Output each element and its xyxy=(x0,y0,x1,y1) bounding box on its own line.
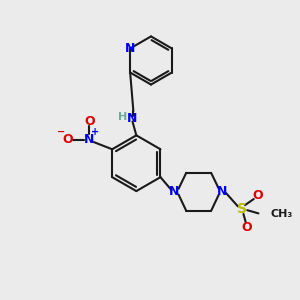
Text: N: N xyxy=(125,42,135,55)
Text: CH₃: CH₃ xyxy=(270,209,292,219)
Text: N: N xyxy=(217,185,227,198)
Text: N: N xyxy=(84,133,94,146)
Text: O: O xyxy=(62,133,73,146)
Text: O: O xyxy=(241,221,252,234)
Text: O: O xyxy=(252,189,262,202)
Text: O: O xyxy=(84,115,95,128)
Text: S: S xyxy=(237,202,247,216)
Text: −: − xyxy=(57,127,65,136)
Text: N: N xyxy=(169,185,180,198)
Text: H: H xyxy=(118,112,127,122)
Text: +: + xyxy=(91,127,99,136)
Text: N: N xyxy=(127,112,138,125)
